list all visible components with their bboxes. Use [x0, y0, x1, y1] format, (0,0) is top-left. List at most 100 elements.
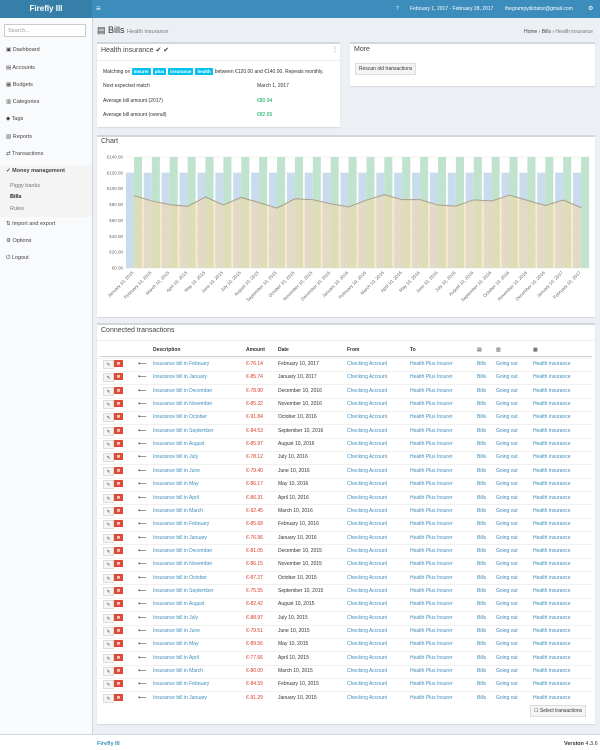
- delete-button[interactable]: ✖: [114, 506, 123, 514]
- bill[interactable]: Bills: [477, 374, 487, 381]
- edit-button[interactable]: ✎: [103, 586, 114, 596]
- delete-button[interactable]: ✖: [114, 600, 123, 608]
- description[interactable]: Insurance bill in February: [153, 361, 210, 367]
- description[interactable]: Insurance bill in March: [153, 507, 204, 514]
- category[interactable]: Health insurance: [533, 401, 571, 408]
- edit-button[interactable]: ✎: [103, 520, 114, 530]
- submenu-item[interactable]: Bills: [10, 194, 22, 200]
- description[interactable]: Insurance bill in May: [153, 481, 199, 488]
- from-account[interactable]: Checking Account: [347, 628, 388, 634]
- description[interactable]: Insurance bill in February: [153, 681, 210, 688]
- edit-button[interactable]: ✎: [103, 600, 114, 610]
- bill[interactable]: Bills: [477, 414, 487, 421]
- to-account[interactable]: Health Plus Insurer: [410, 534, 453, 541]
- category[interactable]: Health insurance: [533, 601, 571, 608]
- to-account[interactable]: Health Plus Insurer: [410, 694, 453, 701]
- to-account[interactable]: Health Plus Insurer: [410, 547, 453, 554]
- edit-button[interactable]: ✎: [103, 560, 114, 570]
- delete-button[interactable]: ✖: [114, 480, 123, 488]
- to-account[interactable]: Health Plus Insurer: [410, 574, 453, 581]
- menu-item[interactable]: ⚙ Options: [6, 238, 32, 244]
- category[interactable]: Health insurance: [533, 628, 571, 634]
- to-account[interactable]: Health Plus Insurer: [410, 601, 453, 608]
- category[interactable]: Health insurance: [533, 507, 571, 514]
- delete-button[interactable]: ✖: [114, 426, 123, 434]
- description[interactable]: Insurance bill in April: [153, 654, 199, 661]
- edit-button[interactable]: ✎: [103, 680, 114, 690]
- description[interactable]: Insurance bill in September: [153, 587, 214, 594]
- budget[interactable]: Going out: [496, 628, 518, 634]
- menu-item[interactable]: ▦ Budgets: [6, 82, 33, 88]
- edit-button[interactable]: ✎: [103, 480, 114, 490]
- budget[interactable]: Going out: [496, 534, 518, 541]
- to-account[interactable]: Health Plus Insurer: [410, 614, 453, 621]
- delete-button[interactable]: ✖: [114, 627, 123, 634]
- budget[interactable]: Going out: [496, 681, 518, 688]
- description[interactable]: Insurance bill in October: [153, 574, 207, 581]
- delete-button[interactable]: ✖: [114, 386, 123, 394]
- bill[interactable]: Bills: [477, 467, 487, 474]
- bill[interactable]: Bills: [477, 481, 487, 488]
- budget[interactable]: Going out: [496, 454, 518, 461]
- from-account[interactable]: Checking Account: [347, 668, 388, 675]
- from-account[interactable]: Checking Account: [347, 574, 388, 581]
- to-account[interactable]: Health Plus Insurer: [410, 387, 453, 394]
- menu-item[interactable]: ✓ Money management: [6, 168, 66, 174]
- from-account[interactable]: Checking Account: [347, 481, 388, 488]
- to-account[interactable]: Health Plus Insurer: [410, 361, 453, 367]
- box-menu[interactable]: ⋮: [332, 47, 338, 53]
- bill[interactable]: Bills: [477, 494, 487, 501]
- from-account[interactable]: Checking Account: [347, 587, 388, 594]
- delete-button[interactable]: ✖: [114, 653, 123, 661]
- from-account[interactable]: Checking Account: [347, 374, 388, 381]
- category[interactable]: Health insurance: [533, 387, 571, 394]
- bill[interactable]: Bills: [477, 361, 487, 367]
- edit-button[interactable]: ✎: [103, 493, 114, 503]
- from-account[interactable]: Checking Account: [347, 467, 388, 474]
- category[interactable]: Health insurance: [533, 641, 571, 648]
- settings-icon[interactable]: ⚙: [588, 6, 594, 12]
- category[interactable]: Health insurance: [533, 481, 571, 488]
- bill[interactable]: Bills: [477, 681, 487, 688]
- delete-button[interactable]: ✖: [114, 360, 123, 367]
- menu-item[interactable]: ⇄ Transactions: [6, 151, 44, 157]
- category[interactable]: Health insurance: [533, 521, 571, 528]
- menu-item[interactable]: ▧ Reports: [6, 134, 32, 140]
- from-account[interactable]: Checking Account: [347, 654, 388, 661]
- from-account[interactable]: Checking Account: [347, 547, 388, 554]
- budget[interactable]: Going out: [496, 587, 518, 594]
- category[interactable]: Health insurance: [533, 694, 571, 701]
- description[interactable]: Insurance bill in January: [153, 694, 207, 701]
- bill[interactable]: Bills: [477, 401, 487, 408]
- budget[interactable]: Going out: [496, 694, 518, 701]
- category[interactable]: Health insurance: [533, 681, 571, 688]
- delete-button[interactable]: ✖: [114, 693, 123, 701]
- description[interactable]: Insurance bill in March: [153, 668, 204, 675]
- bill[interactable]: Bills: [477, 454, 487, 461]
- description[interactable]: Insurance bill in May: [153, 641, 199, 648]
- budget[interactable]: Going out: [496, 561, 518, 568]
- budget[interactable]: Going out: [496, 374, 518, 381]
- from-account[interactable]: Checking Account: [347, 454, 388, 461]
- delete-button[interactable]: ✖: [114, 667, 123, 675]
- to-account[interactable]: Health Plus Insurer: [410, 414, 453, 421]
- delete-button[interactable]: ✖: [114, 493, 123, 501]
- edit-button[interactable]: ✎: [103, 627, 114, 636]
- menu-item[interactable]: ⇅ Import and export: [6, 221, 56, 227]
- to-account[interactable]: Health Plus Insurer: [410, 561, 453, 568]
- delete-button[interactable]: ✖: [114, 533, 123, 541]
- category[interactable]: Health insurance: [533, 454, 571, 461]
- description[interactable]: Insurance bill in January: [153, 374, 207, 381]
- bill[interactable]: Bills: [477, 561, 487, 568]
- from-account[interactable]: Checking Account: [347, 441, 388, 448]
- brand[interactable]: Firefly III: [0, 0, 92, 18]
- budget[interactable]: Going out: [496, 521, 518, 528]
- edit-button[interactable]: ✎: [103, 453, 114, 463]
- menu-toggle[interactable]: ≡: [96, 4, 101, 13]
- description[interactable]: Insurance bill in July: [153, 454, 199, 461]
- delete-button[interactable]: ✖: [114, 440, 123, 448]
- from-account[interactable]: Checking Account: [347, 641, 388, 648]
- description[interactable]: Insurance bill in April: [153, 494, 199, 501]
- edit-button[interactable]: ✎: [103, 546, 114, 556]
- from-account[interactable]: Checking Account: [347, 414, 388, 421]
